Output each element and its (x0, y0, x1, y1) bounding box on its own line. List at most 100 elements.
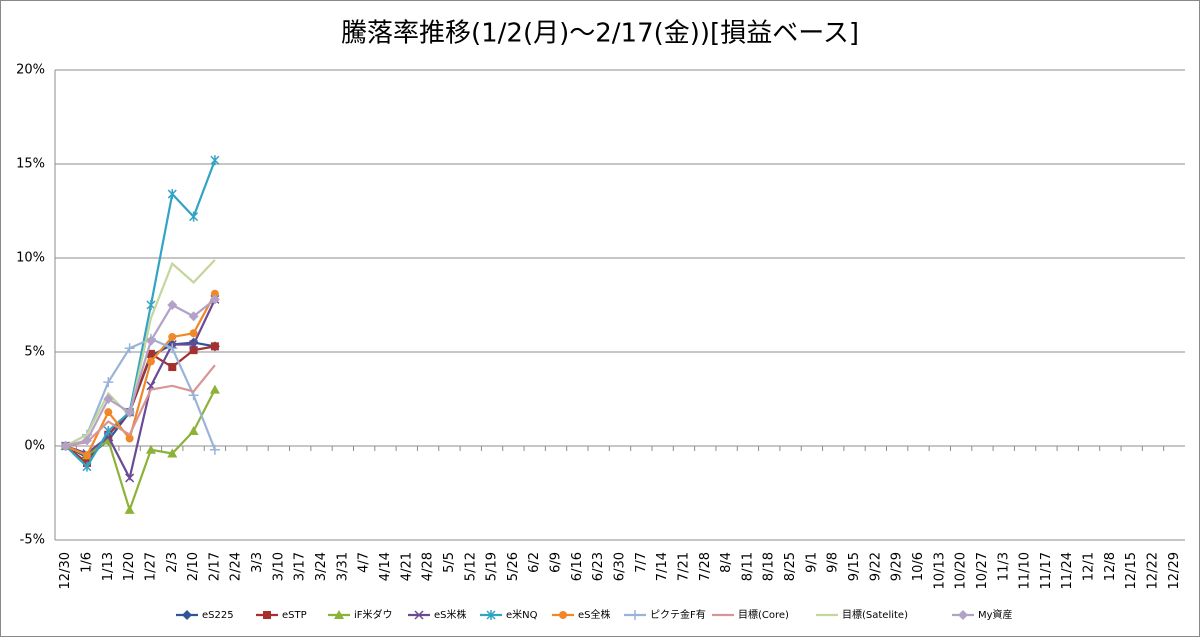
x-tick-label: 3/17 (293, 552, 308, 581)
marker-shape (81, 435, 92, 446)
x-tick-label: 4/21 (399, 552, 414, 581)
marker (189, 346, 198, 355)
x-tick-label: 7/7 (634, 552, 649, 573)
marker-shape (146, 349, 155, 358)
marker-shape (334, 610, 344, 619)
marker (124, 343, 135, 354)
y-tick-label: 20% (16, 63, 45, 78)
x-tick-label: 8/11 (740, 552, 755, 581)
legend-label: ピクテ金F有 (650, 608, 706, 621)
x-tick-label: 4/7 (357, 552, 372, 573)
x-tick-label: 8/25 (783, 552, 798, 581)
marker (210, 342, 219, 351)
x-tick-label: 12/15 (1124, 552, 1139, 589)
legend-label: iF米ダウ (354, 608, 393, 621)
y-tick-label: 10% (16, 251, 45, 266)
legend-label: 目標(Core) (738, 608, 789, 621)
series-line (65, 298, 216, 448)
marker (124, 407, 135, 418)
marker-shape (189, 211, 199, 222)
marker (209, 294, 220, 305)
marker (145, 444, 156, 454)
x-tick-label: 12/8 (1103, 552, 1118, 581)
marker-shape (182, 610, 192, 620)
x-tick-label: 8/4 (719, 552, 734, 573)
x-tick-label: 2/3 (165, 552, 180, 573)
marker (188, 311, 199, 322)
x-tick-label: 9/29 (890, 552, 905, 581)
x-tick-label: 11/24 (1060, 552, 1075, 589)
x-tick-label: 9/8 (826, 552, 841, 573)
marker-shape (559, 611, 567, 619)
marker (486, 610, 496, 620)
marker (189, 211, 199, 222)
marker (958, 610, 968, 620)
x-tick-label: 9/15 (847, 552, 862, 581)
marker-shape (124, 343, 135, 354)
x-tick-label: 10/27 (975, 552, 990, 589)
marker-shape (60, 441, 71, 451)
marker-shape (188, 311, 199, 322)
marker-shape (124, 504, 135, 514)
marker-shape (103, 425, 113, 436)
legend-label: eS米株 (434, 608, 467, 621)
x-tick-label: 5/12 (463, 552, 478, 581)
chart-title: 騰落率推移(1/2(月)～2/17(金))[損益ベース] (341, 19, 859, 49)
y-tick-label: 15% (16, 157, 45, 172)
x-tick-label: 4/14 (378, 552, 393, 581)
marker (104, 408, 113, 417)
x-tick-label: 6/2 (527, 552, 542, 573)
marker-shape (167, 189, 177, 200)
marker-shape (103, 394, 114, 404)
x-tick-label: 5/19 (485, 552, 500, 581)
marker-shape (209, 384, 220, 394)
x-tick-label: 2/17 (207, 552, 222, 581)
marker (82, 461, 92, 472)
marker (414, 610, 424, 620)
marker (209, 444, 220, 455)
marker (334, 610, 344, 619)
marker (167, 189, 177, 200)
marker (210, 289, 219, 298)
marker (559, 611, 567, 619)
x-tick-label: 1/13 (101, 552, 116, 581)
x-tick-label: 11/3 (996, 552, 1011, 581)
marker (168, 332, 177, 341)
x-tick-label: 11/10 (1018, 552, 1033, 589)
marker (167, 300, 178, 310)
marker-shape (189, 329, 198, 338)
marker-shape (104, 408, 113, 417)
x-tick-label: 3/10 (271, 552, 286, 581)
marker (103, 425, 113, 436)
marker (146, 357, 155, 366)
marker (146, 300, 156, 310)
marker-shape (189, 339, 199, 350)
marker (103, 377, 114, 388)
marker (167, 448, 178, 458)
marker-shape (188, 425, 199, 435)
marker-shape (958, 610, 968, 620)
legend-label: 目標(Satelite) (842, 608, 908, 621)
marker (125, 473, 135, 483)
marker (630, 610, 640, 620)
marker-shape (125, 434, 134, 443)
marker (182, 610, 192, 620)
x-tick-label: 12/1 (1082, 552, 1097, 581)
marker-shape (630, 610, 640, 620)
x-tick-label: 12/29 (1167, 552, 1182, 589)
marker-shape (210, 155, 220, 166)
x-tick-label: 6/30 (613, 552, 628, 581)
y-tick-label: 0% (24, 439, 45, 454)
marker (168, 363, 177, 372)
y-tick-label: -5% (20, 533, 45, 548)
x-tick-label: 1/27 (143, 552, 158, 581)
marker-shape (414, 610, 424, 620)
marker (146, 349, 155, 358)
x-tick-label: 9/22 (868, 552, 883, 581)
marker-shape (82, 451, 91, 460)
x-tick-label: 6/16 (570, 552, 585, 581)
marker (82, 451, 91, 460)
marker-shape (210, 342, 219, 351)
legend-label: eS全株 (578, 608, 611, 621)
